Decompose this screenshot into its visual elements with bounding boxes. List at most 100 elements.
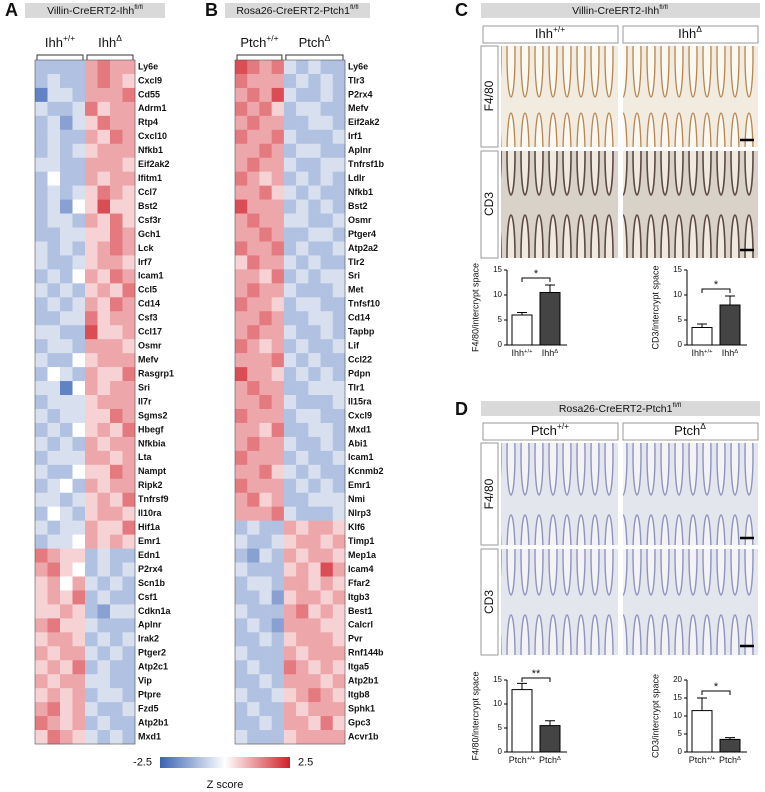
gene-label: Sgms2 — [138, 410, 168, 420]
panel-title: Villin-CreERT2-Ihhfl/fl — [572, 4, 668, 16]
heatmap-cell — [296, 213, 309, 228]
gene-label: Cxcl10 — [138, 131, 167, 141]
heatmap-cell — [320, 562, 334, 577]
heatmap-cell — [283, 548, 297, 563]
heatmap-cell — [247, 604, 260, 619]
heatmap-cell — [110, 227, 123, 242]
heatmap-cell — [271, 464, 285, 480]
heatmap-cell — [271, 492, 285, 507]
group-label-base: Ihh — [98, 35, 116, 50]
heatmap-cell — [85, 381, 98, 396]
heatmap-cell — [97, 129, 111, 145]
heatmap-cell — [60, 353, 73, 368]
gene-label: Ccl17 — [138, 327, 162, 337]
heatmap-cell — [35, 353, 48, 368]
heatmap-cell — [247, 185, 260, 200]
heatmap-cell — [320, 129, 334, 145]
heatmap-cell — [271, 646, 285, 661]
x-tick-label: PtchΔ — [719, 755, 741, 765]
heatmap-cell — [296, 199, 309, 214]
heatmap-cell — [85, 506, 98, 521]
bar — [511, 314, 533, 346]
heatmap-cell — [296, 241, 309, 256]
heatmap-cell — [296, 143, 309, 159]
heatmap-cell — [47, 367, 61, 382]
gene-label: Ccl5 — [138, 285, 157, 295]
heatmap-cell — [122, 674, 136, 689]
heatmap-cell — [72, 436, 86, 452]
heatmap-cell — [235, 115, 248, 131]
x-tick-label: Ihh+/+ — [512, 348, 534, 358]
heatmap-cell — [308, 436, 321, 452]
heatmap-cell — [235, 422, 248, 438]
heatmap-cell — [35, 171, 48, 186]
heatmap-cell — [85, 702, 98, 717]
heatmap-cell — [47, 241, 61, 256]
heatmap-cell — [259, 185, 272, 200]
gene-label: Bst2 — [138, 201, 158, 211]
heatmap-cell — [85, 716, 98, 731]
heatmap-cell — [332, 464, 346, 480]
significance-label: * — [714, 279, 719, 291]
heatmap-cell — [283, 325, 297, 340]
heatmap-cell — [259, 87, 272, 103]
gene-label: Nampt — [138, 466, 166, 476]
heatmap-cell — [332, 87, 346, 103]
heatmap-cell — [60, 576, 73, 591]
gene-label: Ripk2 — [138, 480, 163, 490]
heatmap-cell — [35, 129, 48, 145]
heatmap-cell — [296, 269, 309, 284]
heatmap-cell — [332, 325, 346, 340]
heatmap-cell — [332, 60, 346, 75]
heatmap-cell — [296, 87, 309, 103]
heatmap-cell — [320, 60, 334, 75]
gene-label: Sri — [138, 382, 150, 392]
heatmap-cell — [259, 604, 272, 619]
heatmap-cell — [235, 87, 248, 103]
heatmap-cell — [283, 311, 297, 326]
heatmap-cell — [247, 520, 260, 535]
heatmap-cell — [283, 520, 297, 535]
heatmap-cell — [60, 618, 73, 633]
heatmap-cell — [47, 101, 61, 117]
heatmap-cell — [47, 618, 61, 633]
gene-label: Itgb3 — [348, 592, 370, 602]
heatmap-cell — [235, 395, 248, 410]
heatmap-cell — [47, 353, 61, 368]
heatmap-cell — [47, 562, 61, 577]
heatmap-cell — [235, 129, 248, 145]
heatmap-cell — [60, 255, 73, 270]
heatmap-cell — [283, 408, 297, 424]
gene-label: Irf1 — [348, 131, 362, 141]
x-tick-label-base: Ptch — [509, 755, 527, 765]
gene-label: Rnf144b — [348, 648, 384, 658]
heatmap-cell — [60, 157, 73, 172]
heatmap-cell — [259, 143, 272, 159]
heatmap-cell — [259, 255, 272, 270]
heatmap-cell — [60, 129, 73, 145]
heatmap-cell — [271, 548, 285, 563]
group-bracket — [236, 54, 283, 62]
heatmap-cell — [296, 381, 309, 396]
heatmap-cell — [110, 604, 123, 619]
heatmap-cell — [296, 171, 309, 186]
heatmap-cell — [60, 450, 73, 466]
heatmap-cell — [85, 604, 98, 619]
x-tick-label: IhhΔ — [722, 348, 739, 358]
x-tick-label-base: Ihh — [512, 348, 525, 358]
heatmap-cell — [259, 73, 272, 89]
bar — [539, 725, 561, 753]
heatmap-cell — [247, 283, 260, 298]
heatmap-cell — [271, 604, 285, 619]
heatmap-cell — [332, 534, 346, 549]
heatmap-cell — [235, 311, 248, 326]
micrograph — [623, 549, 758, 655]
panel-title-base: Rosa26-CreERT2-Ptch1 — [236, 5, 350, 17]
gene-label: Scn1b — [138, 578, 166, 588]
panel-label: B — [205, 0, 218, 20]
heatmap-cell — [308, 171, 321, 186]
heatmap-cell — [122, 255, 136, 270]
heatmap-cell — [85, 101, 98, 117]
gene-label: Icam1 — [348, 452, 374, 462]
